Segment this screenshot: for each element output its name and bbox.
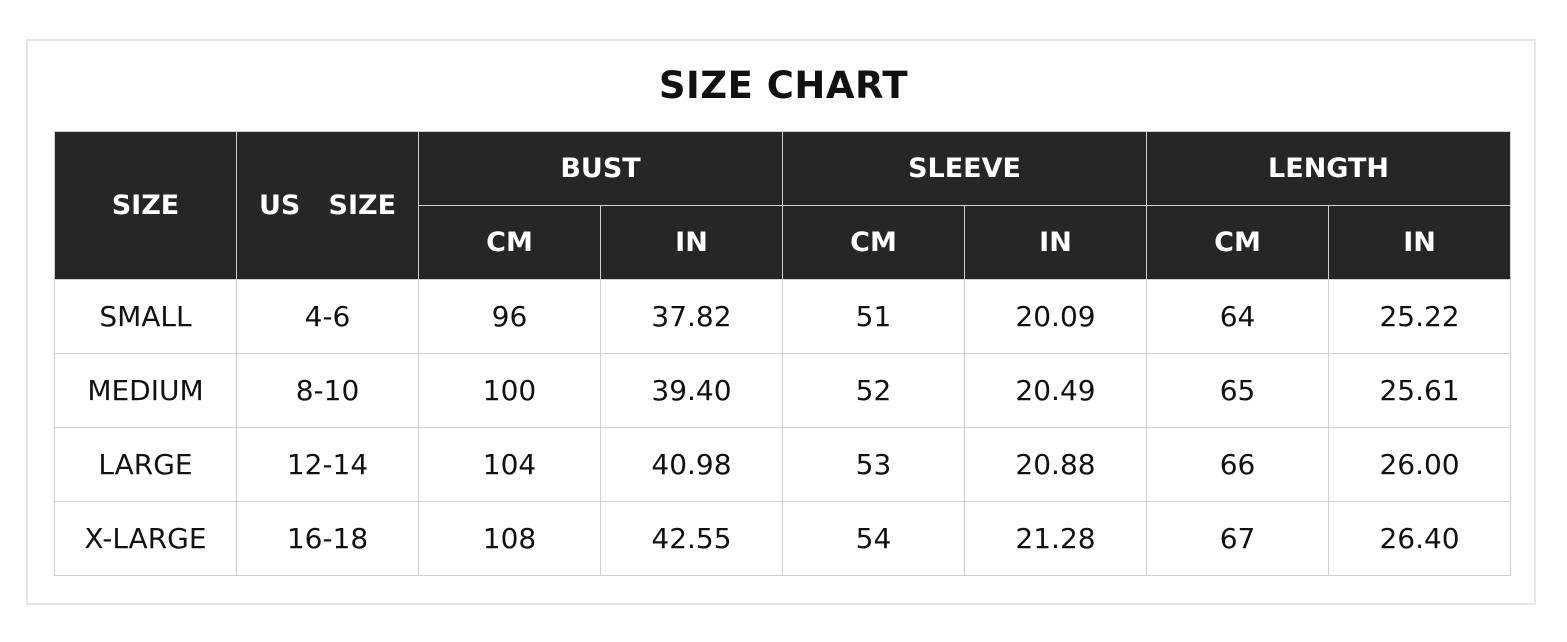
table-row: X-LARGE 16-18 108 42.55 54 21.28 67 26.40 bbox=[54, 501, 1512, 576]
cell-sleeve-in: 20.49 bbox=[963, 353, 1148, 428]
header-sleeve-in: IN bbox=[963, 205, 1148, 280]
header-length: LENGTH bbox=[1146, 131, 1512, 206]
cell-sleeve-in: 21.28 bbox=[963, 501, 1148, 576]
chart-frame bbox=[26, 39, 1536, 605]
cell-length-cm: 65 bbox=[1146, 353, 1330, 428]
cell-bust-cm: 108 bbox=[418, 501, 601, 576]
table-row: SMALL 4-6 96 37.82 51 20.09 64 25.22 bbox=[54, 279, 1512, 354]
size-chart-table: SIZE US SIZE BUST SLEEVE LENGTH CM IN CM… bbox=[54, 131, 1512, 576]
cell-sleeve-cm: 52 bbox=[782, 353, 965, 428]
cell-bust-in: 37.82 bbox=[600, 279, 783, 354]
page-title: SIZE CHART bbox=[658, 64, 909, 107]
cell-size: X-LARGE bbox=[54, 501, 237, 576]
cell-us-size: 12-14 bbox=[236, 427, 419, 502]
cell-length-cm: 66 bbox=[1146, 427, 1330, 502]
header-sleeve: SLEEVE bbox=[781, 131, 1148, 206]
table-row: MEDIUM 8-10 100 39.40 52 20.49 65 25.61 bbox=[54, 353, 1512, 428]
cell-bust-in: 42.55 bbox=[600, 501, 783, 576]
cell-bust-in: 40.98 bbox=[600, 427, 783, 502]
cell-length-cm: 64 bbox=[1146, 279, 1330, 354]
header-sleeve-cm: CM bbox=[782, 205, 965, 280]
header-length-in: IN bbox=[1328, 205, 1512, 280]
cell-bust-cm: 104 bbox=[418, 427, 601, 502]
cell-length-cm: 67 bbox=[1146, 501, 1330, 576]
cell-sleeve-cm: 54 bbox=[782, 501, 965, 576]
cell-length-in: 26.00 bbox=[1328, 427, 1512, 502]
header-bust-in: IN bbox=[600, 205, 783, 280]
cell-us-size: 16-18 bbox=[236, 501, 419, 576]
header-bust-cm: CM bbox=[418, 205, 601, 280]
header-size: SIZE bbox=[54, 131, 237, 280]
cell-length-in: 25.61 bbox=[1328, 353, 1512, 428]
cell-sleeve-cm: 53 bbox=[782, 427, 965, 502]
cell-size: MEDIUM bbox=[54, 353, 237, 428]
cell-bust-cm: 100 bbox=[418, 353, 601, 428]
cell-us-size: 4-6 bbox=[236, 279, 419, 354]
table-row: LARGE 12-14 104 40.98 53 20.88 66 26.00 bbox=[54, 427, 1512, 502]
cell-sleeve-cm: 51 bbox=[782, 279, 965, 354]
cell-size: SMALL bbox=[54, 279, 237, 354]
cell-length-in: 25.22 bbox=[1328, 279, 1512, 354]
cell-size: LARGE bbox=[54, 427, 237, 502]
cell-bust-in: 39.40 bbox=[600, 353, 783, 428]
cell-length-in: 26.40 bbox=[1328, 501, 1512, 576]
cell-sleeve-in: 20.88 bbox=[963, 427, 1148, 502]
cell-bust-cm: 96 bbox=[418, 279, 601, 354]
cell-sleeve-in: 20.09 bbox=[963, 279, 1148, 354]
header-bust: BUST bbox=[418, 131, 783, 206]
header-us-size: US SIZE bbox=[236, 131, 419, 280]
header-length-cm: CM bbox=[1146, 205, 1330, 280]
cell-us-size: 8-10 bbox=[236, 353, 419, 428]
